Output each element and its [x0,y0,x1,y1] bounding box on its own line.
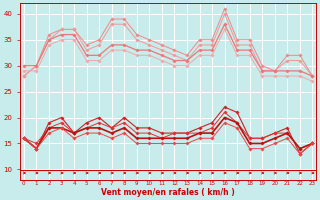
X-axis label: Vent moyen/en rafales ( km/h ): Vent moyen/en rafales ( km/h ) [101,188,235,197]
